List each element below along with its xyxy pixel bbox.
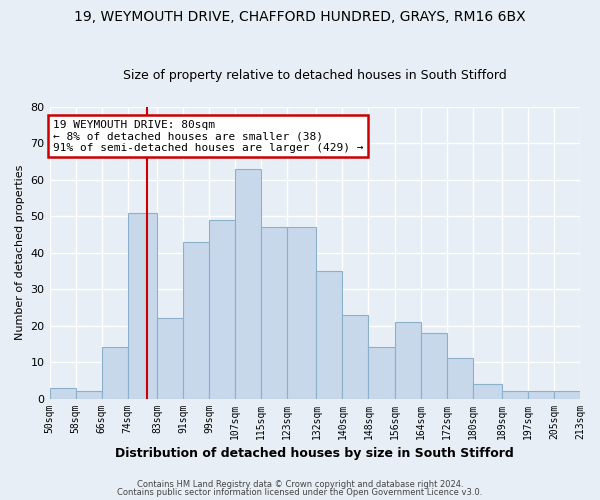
Title: Size of property relative to detached houses in South Stifford: Size of property relative to detached ho…: [123, 69, 506, 82]
Text: Contains public sector information licensed under the Open Government Licence v3: Contains public sector information licen…: [118, 488, 482, 497]
Text: 19, WEYMOUTH DRIVE, CHAFFORD HUNDRED, GRAYS, RM16 6BX: 19, WEYMOUTH DRIVE, CHAFFORD HUNDRED, GR…: [74, 10, 526, 24]
Bar: [157, 318, 183, 398]
Bar: [554, 392, 580, 398]
Bar: [261, 227, 287, 398]
X-axis label: Distribution of detached houses by size in South Stifford: Distribution of detached houses by size …: [115, 447, 514, 460]
Bar: [528, 392, 554, 398]
Bar: [421, 333, 446, 398]
Bar: [76, 392, 101, 398]
Bar: [101, 348, 128, 399]
Bar: [368, 348, 395, 399]
Bar: [343, 314, 368, 398]
Y-axis label: Number of detached properties: Number of detached properties: [15, 165, 25, 340]
Bar: [316, 271, 343, 398]
Bar: [395, 322, 421, 398]
Text: Contains HM Land Registry data © Crown copyright and database right 2024.: Contains HM Land Registry data © Crown c…: [137, 480, 463, 489]
Text: 19 WEYMOUTH DRIVE: 80sqm
← 8% of detached houses are smaller (38)
91% of semi-de: 19 WEYMOUTH DRIVE: 80sqm ← 8% of detache…: [53, 120, 363, 152]
Bar: [235, 169, 261, 398]
Bar: [183, 242, 209, 398]
Bar: [128, 212, 157, 398]
Bar: [446, 358, 473, 399]
Bar: [209, 220, 235, 398]
Bar: [473, 384, 502, 398]
Bar: [50, 388, 76, 398]
Bar: [502, 392, 528, 398]
Bar: [287, 227, 316, 398]
